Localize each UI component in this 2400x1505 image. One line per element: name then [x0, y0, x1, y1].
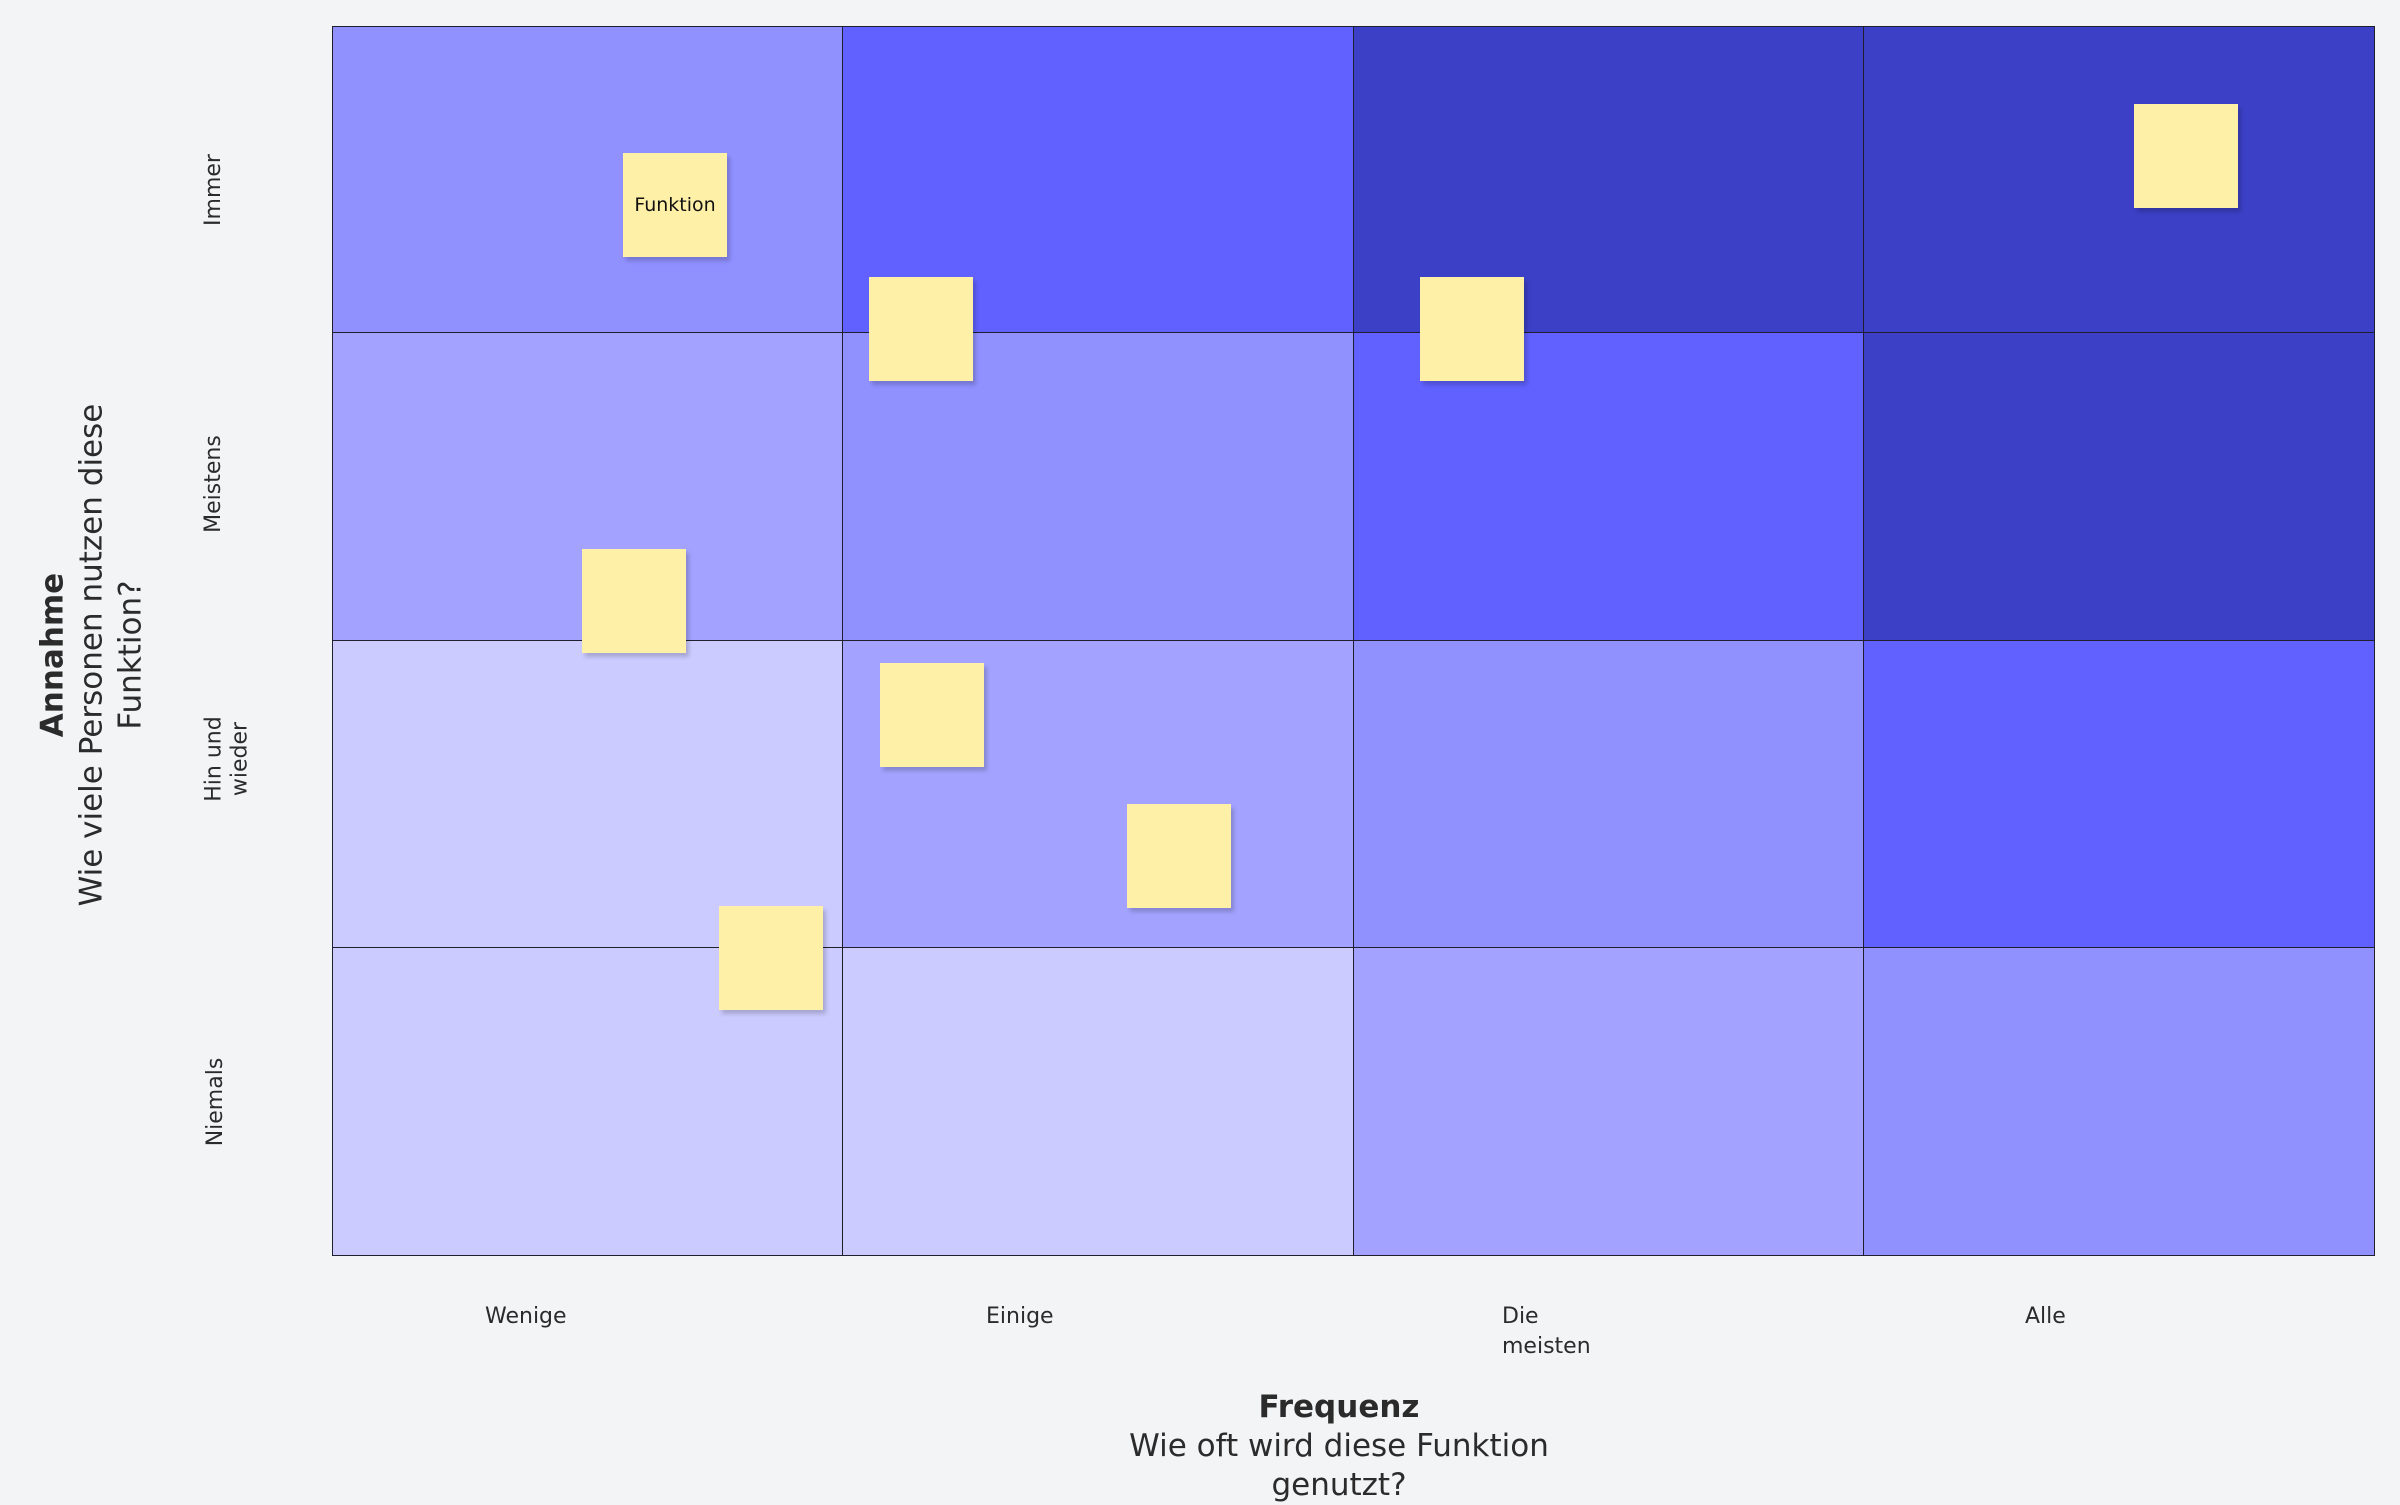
matrix-cell	[1353, 947, 1864, 1256]
sticky-note[interactable]	[880, 663, 984, 767]
column-label: Einige	[986, 1304, 1054, 1329]
row-label: Hin und wieder	[201, 716, 253, 802]
column-label: Alle	[2025, 1304, 2066, 1329]
column-label: Die meisten	[1502, 1304, 1591, 1359]
matrix-cell	[1863, 640, 2375, 948]
matrix-cell	[1863, 332, 2375, 641]
matrix-cell	[332, 26, 843, 333]
matrix-cell	[842, 332, 1354, 641]
x-axis-title: Frequenz	[1258, 1389, 1420, 1425]
column-label: Wenige	[485, 1304, 567, 1329]
sticky-note[interactable]	[719, 906, 823, 1010]
matrix-cell	[1353, 640, 1864, 948]
matrix-cell	[1353, 332, 1864, 641]
x-axis-title-block: Frequenz Wie oft wird diese Funktion gen…	[1109, 1388, 1569, 1505]
matrix-cell	[1863, 947, 2375, 1256]
sticky-note[interactable]	[1127, 804, 1231, 908]
y-axis-subtitle: Wie viele Personen nutzen diese Funktion…	[73, 403, 149, 907]
sticky-note[interactable]: Funktion	[623, 153, 727, 257]
sticky-note[interactable]	[2134, 104, 2238, 208]
x-axis-subtitle: Wie oft wird diese Funktion genutzt?	[1129, 1428, 1549, 1503]
y-axis-title-block: Annahme Wie viele Personen nutzen diese …	[34, 395, 151, 915]
row-label: Immer	[200, 154, 226, 226]
matrix-cell	[842, 947, 1354, 1256]
sticky-note[interactable]	[869, 277, 973, 381]
matrix-cell	[332, 640, 843, 948]
row-label: Niemals	[202, 1057, 228, 1147]
matrix-cell	[1863, 26, 2375, 333]
sticky-note[interactable]	[582, 549, 686, 653]
row-label: Meistens	[200, 435, 226, 533]
y-axis-title: Annahme	[34, 572, 71, 738]
sticky-note[interactable]	[1420, 277, 1524, 381]
